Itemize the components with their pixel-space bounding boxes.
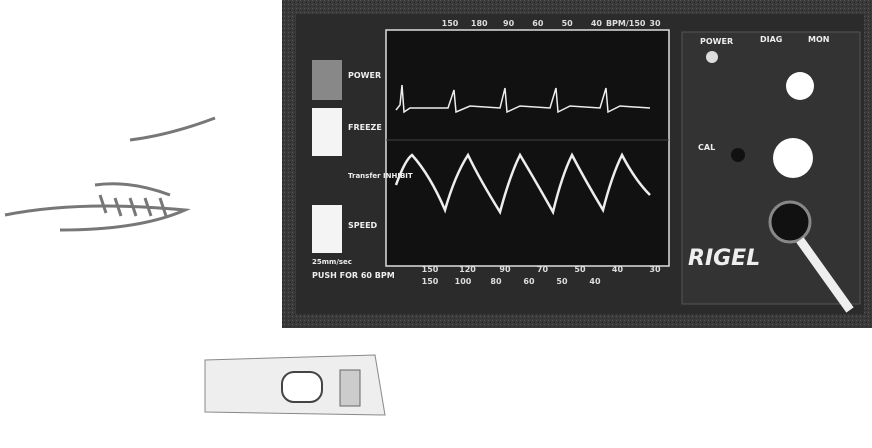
- control-panel: [681, 31, 861, 305]
- speed-note: 25mm/sec: [312, 258, 352, 266]
- connector: [768, 200, 812, 244]
- scale-label: 60: [523, 277, 535, 286]
- scale-label: 30: [649, 19, 661, 28]
- panel-label: POWER: [700, 37, 733, 46]
- pressure-trace: [394, 152, 651, 216]
- scale-label: 150: [442, 19, 459, 28]
- scale-label: 50: [556, 277, 568, 286]
- gain-knob[interactable]: [773, 138, 813, 178]
- mode-knob[interactable]: [786, 72, 814, 100]
- panel-label: MON: [808, 35, 829, 44]
- scale-label: 40: [612, 265, 624, 274]
- scale-label: 150: [422, 265, 439, 274]
- scale-label: 70: [537, 265, 549, 274]
- scale-label: 40: [589, 277, 601, 286]
- scale-label: 50: [574, 265, 586, 274]
- button-label: FREEZE: [348, 123, 382, 132]
- cable: [796, 237, 854, 313]
- scale-label: 100: [455, 277, 472, 286]
- screen: [385, 29, 670, 267]
- probe: [204, 354, 386, 416]
- scale-label: 60: [532, 19, 544, 28]
- scale-label: 30: [649, 265, 661, 274]
- scale-label: 40: [591, 19, 603, 28]
- scale-label: 90: [499, 265, 511, 274]
- scale-label: 150: [422, 277, 439, 286]
- freeze-button[interactable]: [312, 108, 342, 156]
- speed-button[interactable]: [312, 205, 342, 253]
- scale-label: 90: [503, 19, 515, 28]
- push-label: PUSH FOR 60 BPM: [312, 271, 395, 280]
- ecg-trace: [395, 84, 651, 114]
- panel-label: CAL: [698, 143, 715, 152]
- brand: RIGEL: [688, 246, 760, 271]
- panel-label: DIAG: [760, 35, 782, 44]
- power-lamp: [706, 51, 718, 63]
- scale-label: BPM/150: [606, 19, 646, 28]
- button-label: Transfer INHIBIT: [348, 172, 413, 180]
- scale-label: 180: [471, 19, 488, 28]
- scale-label: 120: [459, 265, 476, 274]
- scale-label: 50: [562, 19, 574, 28]
- cal-button[interactable]: [731, 148, 745, 162]
- button-label: SPEED: [348, 221, 378, 230]
- hand: [4, 116, 216, 232]
- power-button[interactable]: [312, 60, 342, 100]
- button-label: POWER: [348, 71, 381, 80]
- scale-label: 80: [490, 277, 502, 286]
